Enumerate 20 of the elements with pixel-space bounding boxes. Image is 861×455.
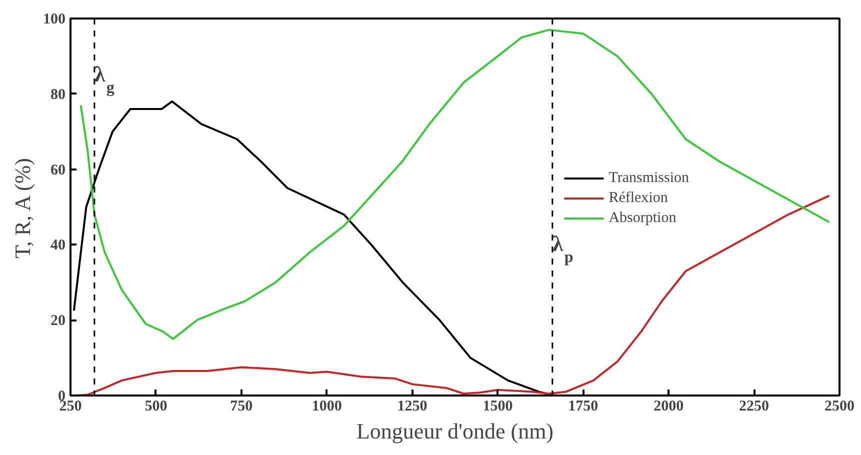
x-tick-label: 1250 bbox=[397, 398, 428, 414]
y-tick-label: 80 bbox=[50, 86, 66, 103]
line-series bbox=[80, 28, 830, 340]
x-tick-label: 2000 bbox=[654, 398, 684, 414]
legend-label: Réflexion bbox=[608, 190, 668, 206]
x-tick-label: 1750 bbox=[568, 398, 598, 414]
x-tick-label: 2500 bbox=[824, 398, 854, 414]
y-tick-label: 20 bbox=[50, 313, 66, 330]
x-tick-label: 750 bbox=[230, 398, 253, 414]
x-tick-label: 500 bbox=[144, 398, 168, 414]
x-tick-label: 1500 bbox=[482, 398, 513, 414]
legend-label: Absorption bbox=[608, 210, 676, 226]
legend-label: Transmission bbox=[608, 170, 689, 186]
x-tick-label: 1000 bbox=[312, 398, 342, 414]
y-tick-label: 60 bbox=[50, 162, 66, 178]
y-axis-title: T, R, A (%) bbox=[10, 158, 35, 258]
x-tick-label: 2250 bbox=[739, 398, 770, 414]
y-tick-label: 100 bbox=[43, 12, 66, 28]
y-tick-label: 40 bbox=[50, 238, 66, 254]
x-axis-title: Longueur d'onde (nm) bbox=[356, 418, 554, 444]
